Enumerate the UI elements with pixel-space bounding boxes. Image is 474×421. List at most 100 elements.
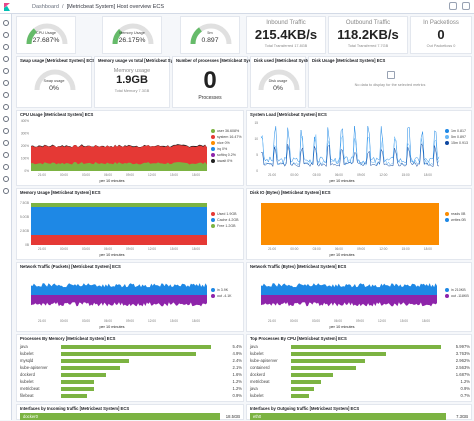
- legend-item[interactable]: reads 0B: [445, 211, 466, 217]
- table-row[interactable]: kube-apiserver 2.1%: [17, 364, 245, 372]
- siem-icon[interactable]: [2, 152, 9, 158]
- legend-item[interactable]: nice 0%: [211, 140, 242, 146]
- gauge-track: [258, 69, 300, 91]
- legend-swatch: [211, 147, 215, 151]
- legend-item[interactable]: out -4.1K: [211, 293, 232, 299]
- legend-item[interactable]: system 16.47%: [211, 134, 242, 140]
- legend-item[interactable]: 5m 0.897: [445, 134, 468, 140]
- legend-item[interactable]: 1m 0.817: [445, 128, 468, 134]
- y-tick-label: 2.5GB: [20, 229, 29, 233]
- net-series-in: [261, 283, 437, 295]
- table-row[interactable]: mysqld 2.4%: [17, 357, 245, 365]
- x-tick-label: 15:00: [402, 247, 410, 251]
- process-value: 5.997%: [455, 344, 470, 349]
- devtools-icon[interactable]: [2, 164, 9, 170]
- uptime-icon[interactable]: [2, 140, 9, 146]
- dio-xlabel: per 10 minutes: [329, 253, 355, 257]
- legend-item[interactable]: Free 1.2GB: [211, 223, 239, 229]
- swap-usage-panel: Swap usage [Metricbeat System] ECS Swap …: [16, 56, 95, 108]
- nb-xlabel: per 10 minutes: [329, 325, 355, 329]
- dashboard-icon[interactable]: [2, 56, 9, 62]
- inbound-title: Inbound Traffic: [266, 20, 306, 26]
- legend-swatch: [445, 135, 449, 139]
- process-bar: [291, 345, 441, 349]
- disk-usage-title: Disk Usage [Metricbeat System] ECS: [312, 58, 386, 63]
- legend-swatch: [211, 294, 215, 298]
- help-icon[interactable]: [449, 2, 457, 10]
- x-tick-label: 21:00: [268, 247, 276, 251]
- table-row[interactable]: dockerd 1.6%: [17, 371, 245, 379]
- load-gauge: [190, 23, 232, 45]
- table-row[interactable]: kubelet 3.763%: [247, 350, 473, 358]
- memory-usage-chart-title: Memory Usage [Metricbeat System] ECS: [20, 190, 101, 195]
- table-row[interactable]: kubelet 0.7%: [247, 392, 473, 400]
- disk-gauge-value: 0%: [273, 85, 283, 92]
- visualize-icon[interactable]: [2, 44, 9, 50]
- processes-by-cpu-title: Top Processes By CPU [Metricbeat System]…: [250, 336, 347, 341]
- table-row[interactable]: metricbeat 1.2%: [247, 378, 473, 386]
- legend-label: 1m 0.817: [451, 129, 466, 133]
- legend-item[interactable]: irq 0%: [211, 146, 242, 152]
- table-row[interactable]: metricbeat 1.2%: [17, 385, 245, 393]
- table-row[interactable]: kube-apiserver 2.962%: [247, 357, 473, 365]
- maps-icon[interactable]: [2, 80, 9, 86]
- breadcrumb-dashboard-link[interactable]: Dashboard: [32, 3, 59, 10]
- legend-item[interactable]: Cache 4.2GB: [211, 217, 239, 223]
- legend-item[interactable]: out -118KB: [445, 293, 469, 299]
- legend-item[interactable]: 15m 0.913: [445, 140, 468, 146]
- infra-icon[interactable]: [2, 104, 9, 110]
- legend-item[interactable]: user 36.608%: [211, 128, 242, 134]
- management-icon[interactable]: [2, 188, 9, 194]
- table-row[interactable]: containerd 2.563%: [247, 364, 473, 372]
- clock-icon[interactable]: [2, 20, 9, 26]
- legend-item[interactable]: softirq 0.2%: [211, 152, 242, 158]
- legend-item[interactable]: Used 1.9GB: [211, 211, 239, 217]
- process-name: dockerd: [250, 372, 265, 377]
- x-tick-label: 03:00: [82, 247, 90, 251]
- disk-gauge-label: Disk usage: [268, 79, 288, 83]
- memory-total-panel: Memory usage vs total [Metricbeat System…: [94, 56, 194, 108]
- table-row[interactable]: java 5.4%: [17, 343, 245, 351]
- mail-icon[interactable]: [462, 2, 470, 10]
- table-row[interactable]: java 0.9%: [247, 385, 473, 393]
- legend-label: 5m 0.897: [451, 135, 466, 139]
- x-tick-label: 00:00: [60, 247, 68, 251]
- kibana-logo-icon[interactable]: [0, 0, 14, 14]
- x-tick-label: 00:00: [60, 173, 68, 177]
- sidebar: [0, 14, 12, 420]
- y-tick-label: 15: [254, 121, 258, 125]
- cpu-usage-panel: CPU Usage [Metricbeat System] ECS 400% 30…: [16, 110, 244, 186]
- compass-icon[interactable]: [2, 32, 9, 38]
- canvas-icon[interactable]: [2, 68, 9, 74]
- apm-icon[interactable]: [2, 128, 9, 134]
- cpu-xlabel: per 10 minutes: [99, 179, 125, 183]
- legend-swatch: [211, 218, 215, 222]
- legend-label: user 36.608%: [217, 129, 240, 133]
- ml-icon[interactable]: [2, 92, 9, 98]
- cpu-series-user: [31, 162, 207, 171]
- memory-usage-chart: 7.5GB 5.0GB 2.5GB 0B 21:00 00:00 03:00 06:00 09:…: [20, 201, 207, 251]
- process-value: 0.9%: [460, 386, 470, 391]
- table-row[interactable]: dockerd 1.687%: [247, 371, 473, 379]
- table-row[interactable]: filebeat 0.9%: [17, 392, 245, 400]
- processes-panel: Number of processes [Metricbeat System] …: [172, 56, 270, 108]
- packetloss-title: In Packetloss: [423, 20, 459, 26]
- interface-row: docker0 18.5GB: [17, 412, 243, 421]
- process-value: 0.9%: [232, 393, 242, 398]
- legend-swatch: [445, 141, 449, 145]
- x-tick-label: 03:00: [313, 173, 321, 177]
- x-tick-label: 18:00: [422, 319, 430, 323]
- monitoring-icon[interactable]: [2, 176, 9, 182]
- table-row[interactable]: kubelet 4.9%: [17, 350, 245, 358]
- memory-gauge: [112, 23, 154, 45]
- processes-by-memory-panel: Processes By Memory [Metricbeat System] …: [16, 334, 244, 402]
- table-row[interactable]: java 5.997%: [247, 343, 473, 351]
- legend-item[interactable]: iowait 0%: [211, 158, 242, 164]
- process-bar: [61, 380, 94, 384]
- legend-item[interactable]: writes 0B: [445, 217, 466, 223]
- logs-icon[interactable]: [2, 116, 9, 122]
- legend-swatch: [445, 129, 449, 133]
- table-row[interactable]: kubelet 1.2%: [17, 378, 245, 386]
- legend-item[interactable]: in 3.9K: [211, 287, 232, 293]
- legend-item[interactable]: in 210KB: [445, 287, 469, 293]
